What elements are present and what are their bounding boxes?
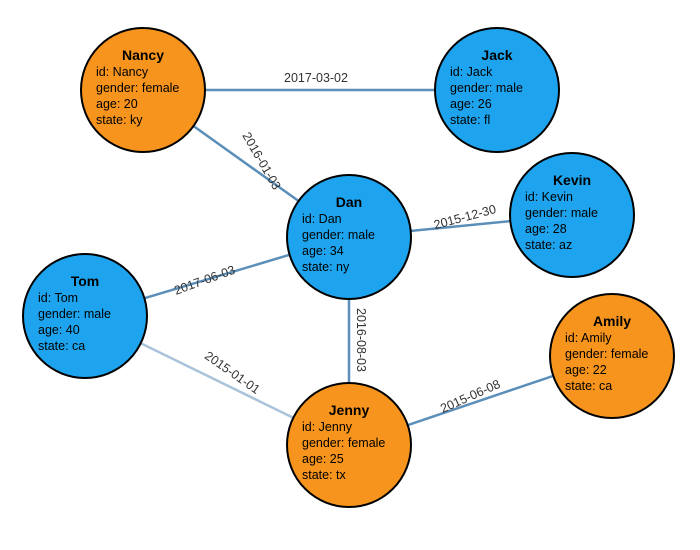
node-name-nancy: Nancy xyxy=(122,47,164,63)
node-name-kevin: Kevin xyxy=(553,172,591,188)
node-jack[interactable]: Jack id: Jack gender: male age: 26 state: fl xyxy=(434,27,560,153)
node-age-kevin: age: 28 xyxy=(525,222,567,236)
edge-label-dan-kevin: 2015-12-30 xyxy=(432,202,497,232)
node-state-tom: state: ca xyxy=(38,339,85,353)
node-id-nancy: id: Nancy xyxy=(96,65,149,79)
node-state-amily: state: ca xyxy=(565,379,612,393)
node-nancy[interactable]: Nancy id: Nancy gender: female age: 20 state… xyxy=(80,27,206,153)
edge-label-tom-dan: 2017-06-03 xyxy=(172,263,237,298)
node-state-jenny: state: tx xyxy=(302,468,347,482)
edge-label-nancy-dan: 2016-01-03 xyxy=(239,130,283,192)
node-age-jack: age: 26 xyxy=(450,97,492,111)
node-age-amily: age: 22 xyxy=(565,363,607,377)
edge-label-tom-jenny: 2015-01-01 xyxy=(202,349,262,397)
node-gender-dan: gender: male xyxy=(302,228,375,242)
node-circle-jenny[interactable] xyxy=(286,382,412,508)
node-state-kevin: state: az xyxy=(525,238,572,252)
node-gender-nancy: gender: female xyxy=(96,81,179,95)
node-id-tom: id: Tom xyxy=(38,291,78,305)
node-kevin[interactable]: Kevin id: Kevin gender: male age: 28 state: … xyxy=(509,152,635,278)
node-circle-tom[interactable] xyxy=(22,253,148,379)
node-id-jack: id: Jack xyxy=(450,65,493,79)
node-name-amily: Amily xyxy=(593,313,631,329)
node-gender-tom: gender: male xyxy=(38,307,111,321)
node-circle-dan[interactable] xyxy=(286,174,412,300)
node-age-jenny: age: 25 xyxy=(302,452,344,466)
node-dan[interactable]: Dan id: Dan gender: male age: 34 state: ny xyxy=(286,174,412,300)
node-name-jack: Jack xyxy=(481,47,512,63)
node-circle-jack[interactable] xyxy=(434,27,560,153)
node-state-dan: state: ny xyxy=(302,260,350,274)
node-id-jenny: id: Jenny xyxy=(302,420,353,434)
node-tom[interactable]: Tom id: Tom gender: male age: 40 state: ca xyxy=(22,253,148,379)
node-age-dan: age: 34 xyxy=(302,244,344,258)
edge-label-nancy-jack: 2017-03-02 xyxy=(284,71,348,85)
node-id-dan: id: Dan xyxy=(302,212,342,226)
node-circle-amily[interactable] xyxy=(549,293,675,419)
node-name-jenny: Jenny xyxy=(329,402,370,418)
node-circle-nancy[interactable] xyxy=(80,27,206,153)
nodes-layer: Nancy id: Nancy gender: female age: 20 state… xyxy=(22,27,675,508)
node-amily[interactable]: Amily id: Amily gender: female age: 22 state… xyxy=(549,293,675,419)
node-id-kevin: id: Kevin xyxy=(525,190,573,204)
node-name-dan: Dan xyxy=(336,194,362,210)
node-name-tom: Tom xyxy=(71,273,100,289)
node-circle-kevin[interactable] xyxy=(509,152,635,278)
node-id-amily: id: Amily xyxy=(565,331,612,345)
node-age-nancy: age: 20 xyxy=(96,97,138,111)
node-jenny[interactable]: Jenny id: Jenny gender: female age: 25 state… xyxy=(286,382,412,508)
node-state-jack: state: fl xyxy=(450,113,490,127)
node-gender-jenny: gender: female xyxy=(302,436,385,450)
node-state-nancy: state: ky xyxy=(96,113,143,127)
node-gender-jack: gender: male xyxy=(450,81,523,95)
node-age-tom: age: 40 xyxy=(38,323,80,337)
node-gender-kevin: gender: male xyxy=(525,206,598,220)
edge-label-dan-jenny: 2016-08-03 xyxy=(354,308,368,372)
node-gender-amily: gender: female xyxy=(565,347,648,361)
